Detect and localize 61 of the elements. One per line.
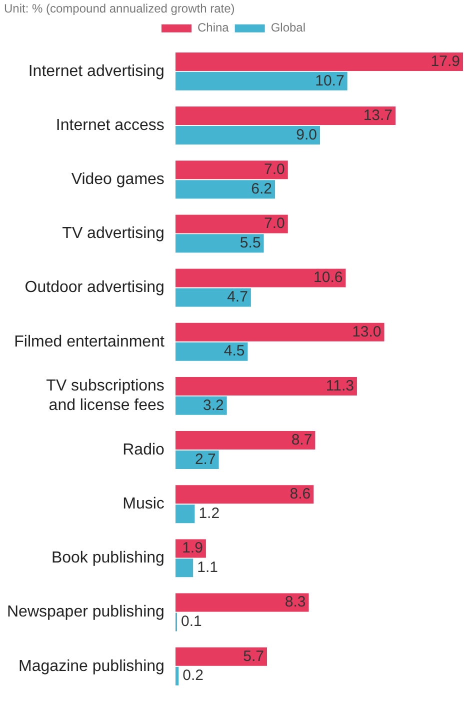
bar bbox=[175, 180, 276, 199]
bar bbox=[175, 160, 288, 180]
data-label: 10.6 bbox=[314, 269, 343, 286]
y-tick-label: Music bbox=[122, 496, 164, 513]
data-label: 1.1 bbox=[197, 559, 218, 576]
bar bbox=[175, 234, 264, 253]
bar bbox=[175, 106, 396, 126]
bar bbox=[175, 431, 316, 450]
y-tick-label: Internet access bbox=[56, 116, 164, 134]
bar bbox=[175, 396, 227, 415]
bar bbox=[175, 593, 309, 612]
data-label: 5.5 bbox=[240, 234, 261, 252]
data-label: 2.7 bbox=[194, 450, 216, 468]
legend-label: China bbox=[197, 20, 230, 35]
y-tick-label: Outdoor advertising bbox=[24, 279, 164, 296]
y-tick-label: Book publishing bbox=[51, 550, 164, 567]
data-label: 11.3 bbox=[326, 377, 354, 394]
data-label: 8.6 bbox=[290, 486, 311, 503]
data-label: 1.9 bbox=[182, 540, 203, 557]
data-label: 4.5 bbox=[224, 342, 245, 360]
data-label: 7.0 bbox=[264, 215, 285, 232]
data-label: 9.0 bbox=[296, 126, 318, 144]
data-label: 0.2 bbox=[182, 667, 204, 684]
bar bbox=[175, 268, 346, 288]
y-tick-label: TV advertising bbox=[62, 225, 164, 242]
bar bbox=[175, 504, 195, 524]
bar bbox=[175, 214, 288, 234]
data-label: 17.9 bbox=[430, 52, 460, 70]
data-label: 0.1 bbox=[181, 613, 202, 630]
data-label: 13.0 bbox=[352, 323, 382, 340]
y-tick-label: TV subscriptions and license fees bbox=[46, 378, 164, 414]
y-tick-label: Newspaper publishing bbox=[6, 604, 164, 621]
y-tick-label: Internet advertising bbox=[28, 62, 164, 80]
bar bbox=[175, 126, 320, 145]
bar bbox=[175, 558, 194, 578]
data-label: 10.7 bbox=[315, 72, 344, 90]
data-label: 6.2 bbox=[251, 180, 272, 198]
bar bbox=[175, 52, 463, 71]
data-label: 4.7 bbox=[227, 288, 248, 306]
data-label: 8.3 bbox=[284, 594, 306, 611]
bar bbox=[175, 666, 179, 686]
y-tick-label: Filmed entertainment bbox=[14, 333, 165, 350]
bar bbox=[175, 647, 268, 666]
legend-label: Global bbox=[270, 20, 306, 35]
data-label: 1.2 bbox=[198, 504, 220, 522]
data-label: 13.7 bbox=[363, 106, 393, 124]
data-label: 8.7 bbox=[291, 431, 312, 448]
bar bbox=[175, 288, 251, 307]
bar bbox=[175, 342, 248, 361]
data-label: 5.7 bbox=[243, 648, 264, 665]
bar bbox=[175, 72, 348, 90]
bar bbox=[175, 376, 357, 396]
bar bbox=[175, 322, 384, 342]
chart-subtitle: Unit: % (compound annualized growth rate) bbox=[4, 2, 235, 16]
bar bbox=[175, 485, 314, 504]
y-tick-label: Magazine publishing bbox=[18, 658, 164, 675]
data-label: 7.0 bbox=[264, 161, 285, 178]
y-tick-label: Video games bbox=[71, 171, 164, 188]
bar bbox=[175, 450, 219, 470]
data-label: 3.2 bbox=[202, 396, 224, 414]
y-tick-label: Radio bbox=[122, 441, 165, 458]
